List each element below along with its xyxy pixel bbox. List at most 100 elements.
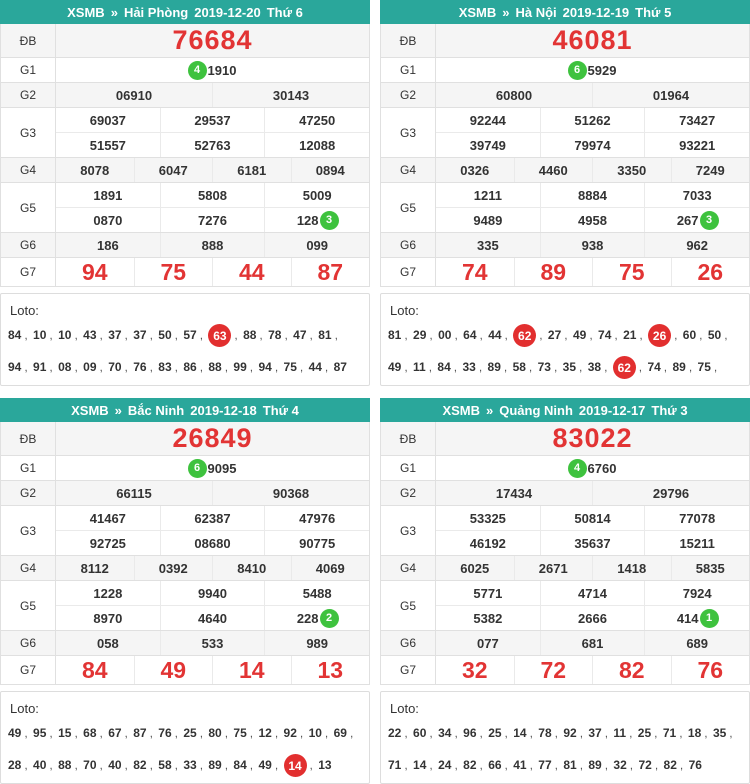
prize-value: 4 6760	[436, 456, 749, 480]
prize-line: 92725 08680 90775	[56, 530, 369, 555]
loto-number: 25,	[488, 726, 508, 740]
loto-number: 80,	[208, 726, 228, 740]
prize-row-g1: G1 6 5929	[381, 57, 749, 82]
board-title[interactable]: XSMB » Hải Phòng 2019-12-20 Thứ 6	[0, 0, 370, 24]
loto-panel: Loto: 22, 60, 34, 96, 25, 14, 78, 92, 37,…	[380, 691, 750, 784]
loto-number: 91,	[33, 360, 53, 374]
prize-number: 1891	[93, 187, 123, 203]
prize-row-g3: G3 69037 29537 47250 51557 52763 12088	[1, 107, 369, 157]
loto-number: 00,	[438, 328, 458, 342]
prize-label: G7	[381, 656, 436, 684]
prize-number: 9095	[207, 460, 237, 476]
prize-label: G1	[381, 58, 436, 82]
comma-separator: ,	[504, 726, 508, 740]
prize-value: 335	[436, 233, 540, 257]
prize-line: 32 72 82 76	[436, 656, 749, 684]
comma-separator: ,	[199, 360, 204, 374]
prize-row-g1: G1 4 1910	[1, 57, 369, 82]
prize-value: 8410	[212, 556, 291, 580]
prize-label: G3	[381, 506, 436, 555]
comma-separator: ,	[124, 360, 128, 374]
loto-number-text: 32	[613, 758, 627, 772]
prize-value: 989	[264, 631, 369, 655]
prize-label: G2	[381, 83, 436, 107]
loto-number-text: 50	[158, 328, 172, 342]
prize-number: 46081	[552, 25, 633, 55]
board-title[interactable]: XSMB » Hà Nội 2019-12-19 Thứ 5	[380, 0, 750, 24]
comma-separator: ,	[74, 726, 78, 740]
prize-line: 1891 5808 5009	[56, 183, 369, 207]
loto-number: 37,	[133, 328, 153, 342]
prize-value: 66115	[56, 481, 212, 505]
prize-label: G5	[1, 183, 56, 232]
prize-value: 6025	[436, 556, 514, 580]
prize-value: 90368	[212, 481, 369, 505]
prize-number: 5808	[198, 187, 227, 203]
prize-number: 681	[581, 635, 604, 651]
prize-value: 099	[264, 233, 369, 257]
comma-separator: ,	[99, 360, 103, 374]
comma-separator: ,	[579, 758, 584, 772]
loto-number: 44,	[488, 328, 508, 342]
board-title[interactable]: XSMB » Bắc Ninh 2019-12-18 Thứ 4	[0, 398, 370, 422]
prize-number: 4640	[198, 610, 227, 626]
prize-number: 44	[238, 258, 265, 285]
prize-value: 87	[290, 258, 370, 286]
prize-value: 82	[592, 656, 671, 684]
loto-number-text: 80	[208, 726, 222, 740]
loto-number: 49,	[8, 726, 28, 740]
prize-value: 9940	[159, 581, 265, 605]
loto-number-text: 11	[613, 726, 627, 740]
loto-number: 88,	[243, 328, 263, 342]
prize-number: 47250	[299, 112, 336, 128]
prize-value: 13	[290, 656, 370, 684]
prize-value: 414 1	[644, 606, 749, 630]
prize-value: 29537	[159, 108, 265, 132]
prize-label: G7	[1, 656, 56, 684]
prize-number: 50814	[574, 510, 611, 526]
loto-number: 49,	[573, 328, 593, 342]
prize-line: 058 533 989	[56, 631, 369, 655]
prize-value: 4460	[513, 158, 593, 182]
prize-row-g7: G7 74 89 75 26	[381, 257, 749, 286]
prize-value: 62387	[159, 506, 265, 530]
loto-number: 88,	[208, 360, 228, 374]
prize-line: 0870 7276 128 3	[56, 207, 369, 232]
board-title[interactable]: XSMB » Quảng Ninh 2019-12-17 Thứ 3	[380, 398, 750, 422]
prize-line: 8112 0392 8410 4069	[56, 556, 369, 580]
prize-value: 7033	[644, 183, 749, 207]
prize-value: 94	[56, 258, 134, 286]
prize-number: 5835	[695, 560, 725, 576]
prize-value: 89	[513, 258, 593, 286]
prize-line: 84 49 14 13	[56, 656, 369, 684]
prize-row-g6: G6 077 681 689	[381, 630, 749, 655]
prize-row-g5: G5 1891 5808 5009 0870 7276 128 3	[1, 182, 369, 232]
prize-value: 41467	[56, 506, 160, 530]
prize-line: 6 5929	[436, 58, 749, 82]
prize-label: G1	[1, 456, 56, 480]
prize-row-g7: G7 84 49 14 13	[1, 655, 369, 684]
loto-number-text: 35	[712, 726, 727, 740]
prize-row-đb: ĐB 46081	[381, 24, 749, 57]
loto-number: 66,	[488, 758, 508, 772]
green-digit-badge: 3	[699, 210, 719, 230]
loto-number-text: 34	[438, 726, 452, 740]
comma-separator: ,	[679, 726, 683, 740]
prize-value: 49	[133, 656, 213, 684]
comma-separator: ,	[99, 328, 103, 342]
prize-value: 228 2	[264, 606, 369, 630]
comma-separator: ,	[49, 726, 53, 740]
green-digit-badge: 1	[699, 608, 719, 628]
loto-number: 86,	[183, 360, 203, 374]
comma-separator: ,	[49, 328, 53, 342]
comma-separator: ,	[528, 360, 533, 374]
loto-sequence: 81, 29, 00, 64, 44, 62, 27, 49, 74, 21, …	[388, 319, 742, 385]
result-board-1: XSMB» Hải Phòng 2019-12-20 Thứ 6 ĐB 76684 G1 4 1…	[0, 0, 370, 386]
comma-separator: ,	[679, 758, 684, 772]
prize-label: G5	[1, 581, 56, 630]
title-date: 2019-12-20	[194, 4, 261, 20]
comma-separator: ,	[404, 360, 408, 374]
loto-number: 82,	[133, 758, 153, 772]
title-weekday: Thứ 3	[651, 402, 688, 418]
prize-number: 53325	[469, 510, 506, 526]
